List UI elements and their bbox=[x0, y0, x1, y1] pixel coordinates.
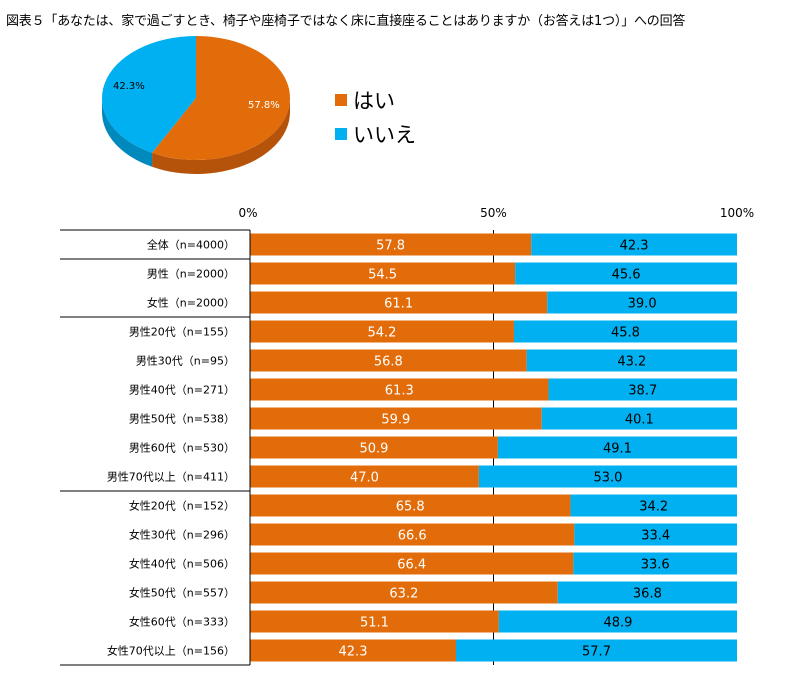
bar-label-no: 36.8 bbox=[633, 587, 662, 602]
bar-yes bbox=[250, 378, 549, 401]
category-label: 女性50代（n=557） bbox=[129, 586, 235, 600]
pie-label-no: 42.3% bbox=[113, 81, 145, 92]
chart-title: 図表５「あなたは、家で過ごすとき、椅子や座椅子ではなく床に直接座ることはあります… bbox=[6, 14, 686, 29]
bar-yes bbox=[250, 610, 499, 633]
bar-label-yes: 54.5 bbox=[368, 268, 397, 283]
bar-label-no: 40.1 bbox=[625, 413, 654, 428]
x-tick-label: 50% bbox=[480, 206, 507, 220]
bar-yes bbox=[250, 523, 575, 546]
bar-label-no: 38.7 bbox=[628, 384, 657, 399]
bar-no bbox=[573, 552, 737, 575]
bar-label-no: 57.7 bbox=[582, 645, 611, 660]
bar-no bbox=[548, 378, 737, 401]
bar-label-yes: 47.0 bbox=[350, 471, 379, 486]
bar-yes bbox=[250, 552, 574, 575]
bar-label-no: 39.0 bbox=[628, 297, 657, 312]
bar-label-no: 33.6 bbox=[641, 558, 670, 573]
category-label: 女性70代以上（n=156） bbox=[107, 644, 235, 658]
category-label: 全体（n=4000） bbox=[147, 238, 235, 252]
category-label: 男性（n=2000） bbox=[147, 267, 235, 281]
bar-yes bbox=[250, 639, 457, 662]
bar-yes bbox=[250, 262, 516, 285]
bar-label-no: 34.2 bbox=[639, 500, 668, 515]
category-label: 男性60代（n=530） bbox=[129, 441, 235, 455]
pie-side-yes bbox=[152, 98, 290, 174]
bar-yes bbox=[250, 436, 498, 459]
bar-no bbox=[574, 523, 737, 546]
bar-label-yes: 59.9 bbox=[381, 413, 410, 428]
category-label: 男性30代（n=95） bbox=[136, 354, 235, 368]
category-label: 男性40代（n=271） bbox=[129, 383, 235, 397]
x-tick-label: 0% bbox=[238, 206, 257, 220]
category-label: 男性50代（n=538） bbox=[129, 412, 235, 426]
bar-yes bbox=[250, 407, 542, 430]
bar-yes bbox=[250, 465, 479, 488]
bar-label-yes: 63.2 bbox=[389, 587, 418, 602]
pie-chart: 57.8% 42.3% bbox=[101, 36, 290, 174]
bar-yes bbox=[250, 320, 514, 343]
category-label: 女性（n=2000） bbox=[147, 296, 235, 310]
bar-label-yes: 66.6 bbox=[398, 529, 427, 544]
bar-label-yes: 42.3 bbox=[339, 645, 368, 660]
bar-label-yes: 51.1 bbox=[360, 616, 389, 631]
bar-label-no: 33.4 bbox=[641, 529, 670, 544]
bar-yes bbox=[250, 291, 548, 314]
category-label: 男性20代（n=155） bbox=[129, 325, 235, 339]
bar-no bbox=[478, 465, 737, 488]
legend-label-no: いいえ bbox=[353, 123, 416, 147]
pie-slice-no bbox=[101, 36, 196, 153]
bar-label-yes: 61.3 bbox=[385, 384, 414, 399]
bar-label-no: 43.2 bbox=[617, 355, 646, 370]
bar-no bbox=[541, 407, 737, 430]
bar-label-yes: 54.2 bbox=[368, 326, 397, 341]
bar-yes bbox=[250, 494, 571, 517]
category-label: 女性40代（n=506） bbox=[129, 557, 235, 571]
bar-label-yes: 56.8 bbox=[374, 355, 403, 370]
bar-no bbox=[515, 262, 737, 285]
bar-yes bbox=[250, 233, 532, 256]
pie-label-yes: 57.8% bbox=[248, 100, 280, 111]
bar-no bbox=[513, 320, 737, 343]
bar-no bbox=[456, 639, 737, 662]
stacked-bar-chart: 0% 50% 100% 全体（n=4000） 57.8 42.3 男性（n=2000） 54.… bbox=[60, 206, 754, 666]
category-label: 男性70代以上（n=411） bbox=[107, 470, 235, 484]
bar-yes bbox=[250, 581, 558, 604]
category-label: 女性30代（n=296） bbox=[129, 528, 235, 542]
bar-label-yes: 61.1 bbox=[384, 297, 413, 312]
legend-swatch-no bbox=[335, 128, 347, 140]
bar-label-no: 45.6 bbox=[612, 268, 641, 283]
bar-label-no: 45.8 bbox=[611, 326, 640, 341]
category-label: 女性60代（n=333） bbox=[129, 615, 235, 629]
legend: はい いいえ bbox=[335, 89, 416, 147]
category-label: 女性20代（n=152） bbox=[129, 499, 235, 513]
bar-label-yes: 57.8 bbox=[376, 239, 405, 254]
bar-label-no: 42.3 bbox=[620, 239, 649, 254]
bar-yes bbox=[250, 349, 527, 372]
bar-label-yes: 66.4 bbox=[397, 558, 426, 573]
legend-label-yes: はい bbox=[353, 89, 395, 113]
bar-label-yes: 50.9 bbox=[359, 442, 388, 457]
bar-no bbox=[526, 349, 737, 372]
bar-no bbox=[570, 494, 737, 517]
bar-no bbox=[497, 436, 737, 459]
bar-no bbox=[547, 291, 737, 314]
bar-no bbox=[531, 233, 737, 256]
bar-no bbox=[557, 581, 737, 604]
bar-label-no: 49.1 bbox=[603, 442, 632, 457]
bar-label-yes: 65.8 bbox=[396, 500, 425, 515]
bar-no bbox=[498, 610, 737, 633]
pie-side-no bbox=[102, 98, 153, 167]
bar-label-no: 48.9 bbox=[603, 616, 632, 631]
x-tick-label: 100% bbox=[720, 206, 754, 220]
bar-label-no: 53.0 bbox=[593, 471, 622, 486]
pie-slice-yes bbox=[152, 36, 290, 160]
legend-swatch-yes bbox=[335, 94, 347, 106]
